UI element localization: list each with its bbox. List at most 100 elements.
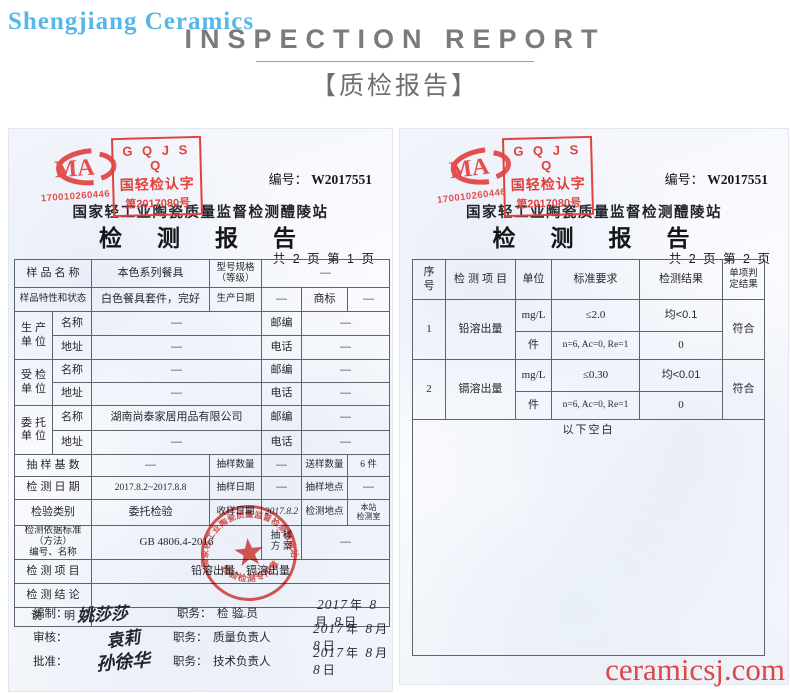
cell-row2-result-b: 0	[639, 391, 723, 420]
cell-qty-label: 抽样数量	[209, 454, 263, 477]
svg-text:MA: MA	[448, 153, 492, 184]
cell-model-value: —	[261, 259, 391, 288]
cell-row2-std-b: n=6, Ac=0, Re=1	[551, 391, 640, 420]
cell-consignee-addr: —	[91, 382, 263, 406]
cell-postcode-label: 邮编	[261, 311, 303, 336]
cell-row2-std-a: ≤0.30	[551, 359, 640, 392]
cma-logo-icon: MA	[448, 147, 511, 185]
cell-phone-label: 电话	[261, 430, 303, 455]
col-header-item: 检 测 项 目	[445, 259, 516, 300]
sign-date-year: 2017	[313, 645, 344, 660]
unit-month: 月	[375, 622, 389, 636]
report-number-label: 编号：	[268, 172, 308, 187]
cell-phone-label: 电话	[261, 382, 303, 406]
cell-row1-verdict: 符合	[722, 299, 765, 360]
duty-value: 技术负责人	[213, 656, 271, 668]
cell-client-name: 湖南尚泰家居用品有限公司	[91, 405, 263, 431]
report-page-1: MA 170010260446 G Q J S Q 国轻检认字 第2017080…	[8, 128, 393, 692]
test-results-table: 序 号 检 测 项 目 单位 标准要求 检测结果 单项判 定结果 1 铅溶出量 …	[412, 259, 765, 656]
cell-note-value: —	[91, 606, 391, 627]
cell-type-value: 委托检验	[91, 499, 211, 526]
cma-stamp: MA 170010260446	[423, 142, 515, 207]
cell-type-label: 检验类别	[13, 499, 93, 526]
cell-consignee-phone: —	[301, 382, 391, 406]
cell-row1-result-b: 0	[639, 331, 723, 360]
cell-row1-std-b: n=6, Ac=0, Re=1	[551, 331, 640, 360]
report-number-value: W2017551	[707, 172, 768, 187]
cell-sampling-place-value: —	[347, 476, 391, 500]
col-header-unit: 单位	[515, 259, 552, 300]
sign-date-year: 2017	[317, 597, 348, 612]
unit-year: 年	[346, 622, 360, 636]
svg-text:检验检测专用章: 检验检测专用章	[219, 557, 283, 587]
page-subtitle: 【质检报告】	[310, 72, 479, 100]
cell-row2-unit-a: mg/L	[515, 359, 552, 392]
sample-info-table: 样 品 名 称 本色系列餐具 型号规格 （等级） — 样品特性和状态 白色餐具套…	[13, 259, 391, 627]
gqjsq-stamp: G Q J S Q 国轻检认字 第2017080号	[110, 135, 204, 218]
gqjsq-line3: 第2017080号	[125, 197, 191, 211]
cell-qty-value: —	[261, 454, 303, 477]
official-round-stamp: 国家轻工业陶瓷质量监督检测醴陵站 检验检测专用章	[195, 504, 300, 601]
cell-sampling-place-label: 抽样地点	[301, 476, 349, 500]
organization-name: 国家轻工业陶瓷质量监督检测醴陵站	[466, 205, 722, 221]
cell-test-date-value: 2017.8.2~2017.8.8	[91, 476, 211, 500]
cell-brand-value: —	[347, 287, 391, 312]
cell-std-value: GB 4806.4-2016	[91, 525, 263, 560]
sign-date-day: 8	[313, 638, 321, 653]
cell-items-label: 检 测 项 目	[13, 558, 93, 584]
cell-producer-postcode: —	[301, 311, 391, 336]
sign-date-month: 8	[365, 645, 374, 660]
cell-sample-name-label: 样 品 名 称	[13, 259, 93, 288]
cell-producer-name: —	[91, 311, 263, 336]
sign-role-label: 编制：	[33, 608, 68, 620]
cell-consignee-postcode: —	[301, 359, 391, 383]
cell-addr-label: 地址	[51, 430, 93, 455]
cell-client-phone: —	[301, 430, 391, 455]
cell-test-place-value: 本站 检测室	[347, 499, 391, 526]
report-page-2: MA 170010260446 G Q J S Q 国轻检认字 第2017080…	[399, 128, 789, 685]
col-header-result: 检测结果	[639, 259, 723, 300]
cell-addr-label: 地址	[51, 335, 93, 360]
sign-role-label: 审核：	[33, 632, 68, 644]
unit-day: 日	[322, 639, 336, 653]
cell-name-label: 名称	[51, 311, 93, 336]
cell-row1-result-a: 均<0.1	[639, 299, 723, 332]
cell-client-addr: —	[91, 430, 263, 455]
cell-conclusion-label: 检 测 结 论	[13, 582, 93, 608]
cell-brand-label: 商标	[301, 287, 349, 312]
cell-sampling-date-label: 抽样日期	[209, 476, 263, 500]
cell-prod-date-value: —	[261, 287, 303, 312]
cell-row1-std-a: ≤2.0	[551, 299, 640, 332]
unit-month: 月	[315, 615, 329, 629]
cell-sent-label: 送样数量	[301, 454, 349, 477]
report-title: 检 测 报 告	[492, 226, 696, 251]
cell-row1-unit-a: mg/L	[515, 299, 552, 332]
cell-blank-note: 以下空白	[412, 419, 765, 656]
cell-test-date-label: 检 测 日 期	[13, 476, 93, 500]
cell-row2-item: 镉溶出量	[445, 359, 516, 420]
cell-row1-unit-b: 件	[515, 331, 552, 360]
cell-sent-value: 6 件	[347, 454, 391, 477]
gqjsq-line1: G Q J S Q	[513, 142, 582, 174]
unit-year: 年	[346, 646, 360, 660]
cell-recv-date-label: 收样日期	[209, 499, 263, 526]
cell-phone-label: 电话	[261, 335, 303, 360]
col-header-verdict: 单项判 定结果	[722, 259, 765, 300]
cell-sampling-date-value: —	[261, 476, 303, 500]
report-title: 检 测 报 告	[99, 226, 302, 251]
stamp-star-icon	[234, 538, 263, 566]
cell-row1-item: 铅溶出量	[445, 299, 516, 360]
sign-date-month: 8	[365, 621, 374, 636]
page-title: INSPECTION REPORT	[184, 24, 606, 54]
cell-note-label: 说 明	[13, 606, 93, 627]
handwritten-signature: 孙徐华	[95, 649, 151, 675]
unit-day: 日	[322, 663, 336, 677]
sign-date-day: 8	[334, 614, 343, 629]
cell-base-label: 抽 样 基 数	[13, 454, 93, 477]
